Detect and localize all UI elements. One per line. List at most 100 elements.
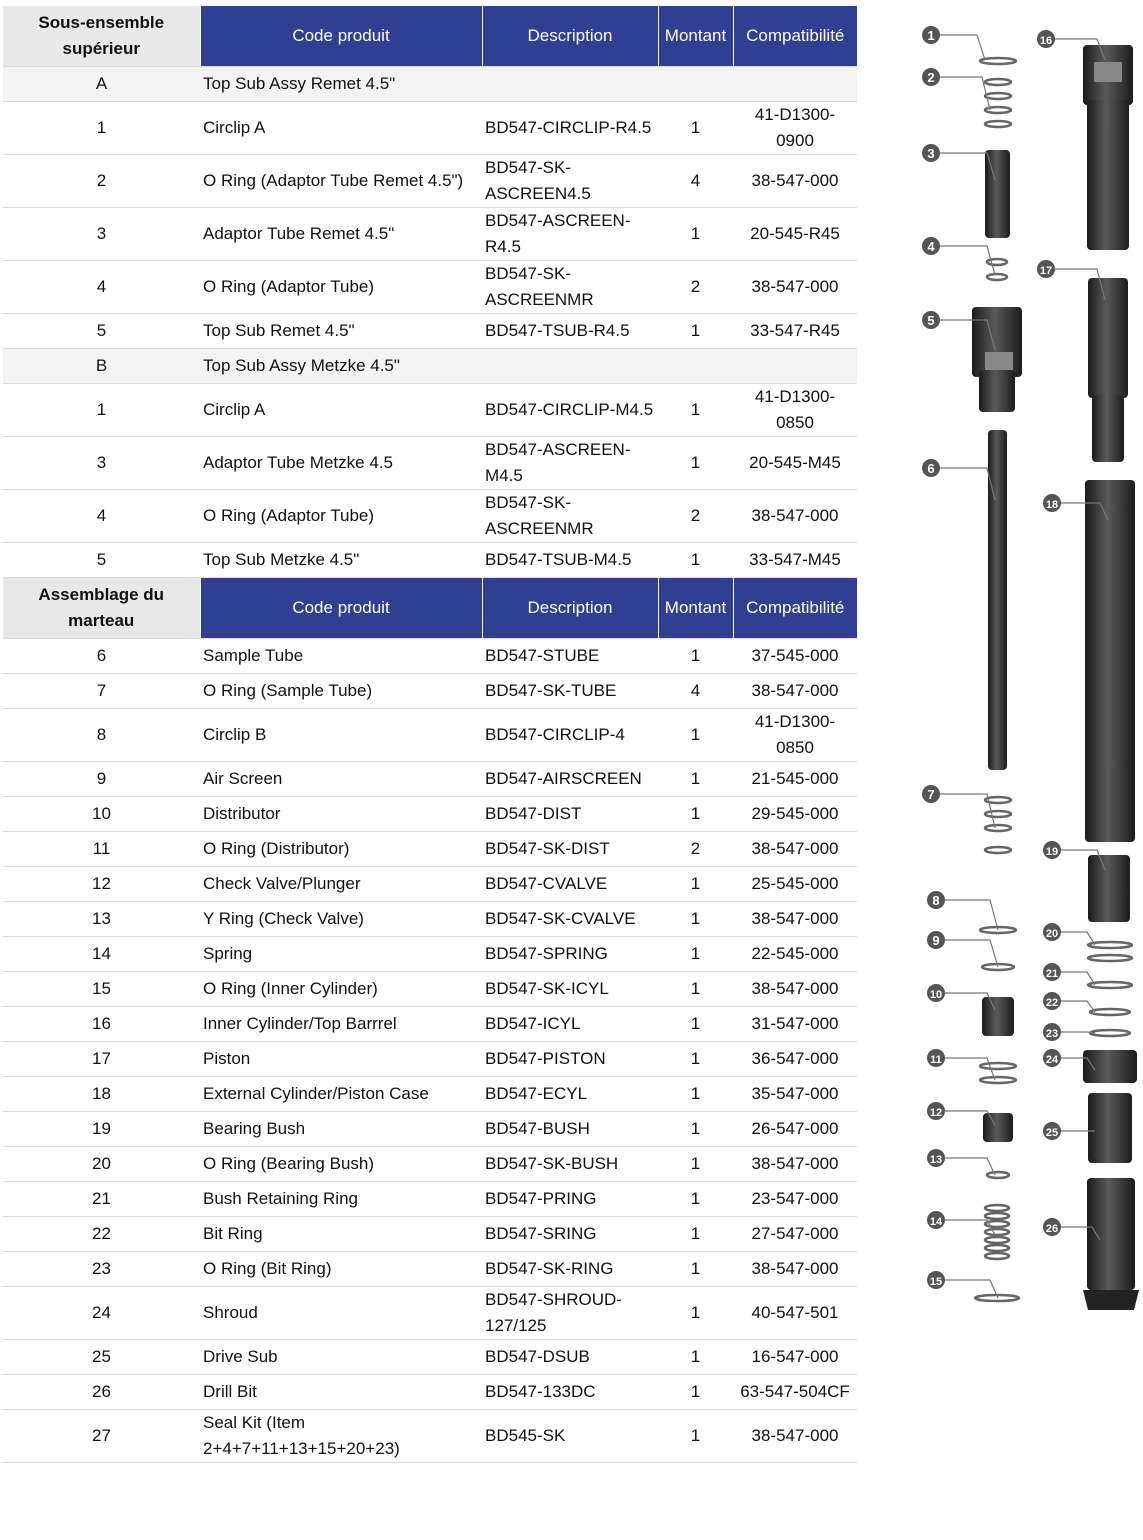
table-cell: 1: [658, 1409, 733, 1463]
table-cell: 12: [3, 866, 200, 902]
table-row: 8 Circlip B BD547-CIRCLIP-4 1 41-D1300-0850: [3, 708, 857, 762]
table-cell: 16-547-000: [733, 1339, 857, 1375]
table-cell: BD545-SK: [482, 1409, 658, 1463]
table-cell: BD547-ECYL: [482, 1076, 658, 1112]
table-cell: 41-D1300-0850: [733, 383, 857, 437]
callout-leader-line: [936, 1279, 999, 1299]
table-cell: Distributor: [200, 796, 482, 832]
parts-table: Sous-ensemble supérieur Code produit Descr…: [3, 6, 857, 1463]
table-cell: 20: [3, 1146, 200, 1182]
table-cell: BD547-BUSH: [482, 1111, 658, 1147]
exploded-parts-diagram: 1234567891011121314151617181920212223242…: [922, 26, 1139, 1310]
section-header-row: Assemblage du marteau Code produit Descrip…: [3, 577, 857, 639]
column-header: Montant: [657, 577, 733, 639]
table-row: 15 O Ring (Inner Cylinder) BD547-SK-ICYL 1 3…: [3, 971, 857, 1007]
table-cell: O Ring (Adaptor Tube): [200, 260, 482, 314]
table-row: 11 O Ring (Distributor) BD547-SK-DIST 2 38-5…: [3, 831, 857, 867]
cylinder-part: [1085, 480, 1135, 842]
cylinder-part: [1087, 100, 1129, 250]
cylinder-part: [988, 430, 1007, 770]
table-cell: 37-545-000: [733, 638, 857, 674]
table-cell: 11: [3, 831, 200, 867]
table-cell: 23: [3, 1251, 200, 1287]
cylinder-part: [982, 997, 1014, 1036]
table-cell: BD547-SK-ASCREEN4.5: [482, 154, 658, 208]
table-cell: BD547-SK-BUSH: [482, 1146, 658, 1182]
table-cell: Top Sub Assy Metzke 4.5": [200, 348, 857, 384]
table-cell: BD547-SRING: [482, 1216, 658, 1252]
table-cell: BD547-SK-TUBE: [482, 673, 658, 709]
callout-number: 2: [927, 70, 934, 85]
group-row: A Top Sub Assy Remet 4.5": [3, 66, 857, 102]
table-cell: 7: [3, 673, 200, 709]
o-ring-part: [983, 1235, 1011, 1245]
table-cell: BD547-SK-RING: [482, 1251, 658, 1287]
callout-number: 20: [1046, 928, 1058, 940]
callout-number: 17: [1040, 265, 1052, 277]
table-cell: Drill Bit: [200, 1374, 482, 1410]
table-cell: 41-D1300-0900: [733, 101, 857, 155]
callout-number: 3: [927, 146, 934, 161]
table-cell: 33-547-M45: [733, 542, 857, 578]
callout-badge: [927, 984, 945, 1002]
table-cell: O Ring (Inner Cylinder): [200, 971, 482, 1007]
callout-badge: [927, 1271, 945, 1289]
table-cell: 3: [3, 436, 200, 490]
callout-leader-line: [931, 319, 996, 351]
callout-number: 13: [930, 1154, 942, 1166]
callout-badge: [922, 26, 940, 44]
callout-number: 23: [1046, 1028, 1058, 1040]
column-header: Description: [481, 6, 658, 67]
table-row: 24 Shroud BD547-SHROUD-127/125 1 40-547-501: [3, 1286, 857, 1340]
table-cell: BD547-AIRSCREEN: [482, 761, 658, 797]
callout-leader-line: [1052, 1000, 1096, 1013]
callout-number: 10: [930, 989, 942, 1001]
table-cell: 4: [3, 260, 200, 314]
table-cell: 2: [658, 489, 733, 543]
table-cell: Bit Ring: [200, 1216, 482, 1252]
table-cell: 20-545-M45: [733, 436, 857, 490]
callout-badge: [1043, 963, 1061, 981]
table-row: 9 Air Screen BD547-AIRSCREEN 1 21-545-000: [3, 761, 857, 797]
callout-number: 26: [1046, 1223, 1058, 1235]
callout-number: 6: [927, 461, 934, 476]
callout-leader-line: [931, 34, 986, 61]
table-cell: 33-547-R45: [733, 313, 857, 349]
callout-leader-line: [1046, 38, 1106, 61]
table-cell: BD547-TSUB-M4.5: [482, 542, 658, 578]
table-cell: 1: [658, 313, 733, 349]
table-cell: 1: [658, 1374, 733, 1410]
callout-badge: [1037, 30, 1055, 48]
callout-badge: [922, 68, 940, 86]
callout-badge: [927, 1149, 945, 1167]
table-cell: 38-547-000: [733, 260, 857, 314]
table-cell: 1: [658, 708, 733, 762]
table-cell: Air Screen: [200, 761, 482, 797]
section-header-row: Sous-ensemble supérieur Code produit Descr…: [3, 6, 857, 67]
table-cell: Top Sub Metzke 4.5": [200, 542, 482, 578]
table-cell: 63-547-504CF: [733, 1374, 857, 1410]
table-cell: External Cylinder/Piston Case: [200, 1076, 482, 1112]
table-cell: 27-547-000: [733, 1216, 857, 1252]
table-cell: 38-547-000: [733, 971, 857, 1007]
callout-badge: [1043, 1049, 1061, 1067]
table-row: 13 Y Ring (Check Valve) BD547-SK-CVALVE 1 38…: [3, 901, 857, 937]
window-part: [1094, 62, 1122, 82]
table-row: 6 Sample Tube BD547-STUBE 1 37-545-000: [3, 638, 857, 674]
table-row: 22 Bit Ring BD547-SRING 1 27-547-000: [3, 1216, 857, 1252]
table-cell: 38-547-000: [733, 1409, 857, 1463]
callout-leader-line: [1046, 268, 1106, 301]
callout-number: 11: [930, 1054, 942, 1066]
table-cell: BD547-SK-ASCREENMR: [482, 260, 658, 314]
table-cell: 1: [658, 761, 733, 797]
callout-leader-line: [931, 245, 996, 276]
table-cell: Adaptor Tube Remet 4.5": [200, 207, 482, 261]
table-cell: 1: [658, 1286, 733, 1340]
callout-leader-line: [936, 939, 999, 968]
table-cell: BD547-SHROUD-127/125: [482, 1286, 658, 1340]
table-cell: Check Valve/Plunger: [200, 866, 482, 902]
table-cell: BD547-SK-CVALVE: [482, 901, 658, 937]
table-cell: 38-547-000: [733, 901, 857, 937]
